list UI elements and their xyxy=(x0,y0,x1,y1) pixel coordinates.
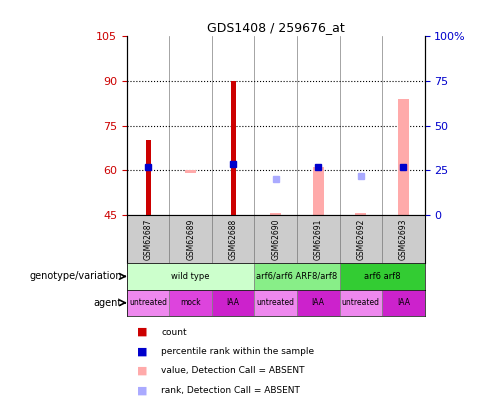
Text: IAA: IAA xyxy=(312,298,325,307)
Bar xyxy=(340,263,425,290)
Bar xyxy=(313,167,324,215)
Bar xyxy=(340,215,382,263)
Bar xyxy=(270,213,281,215)
Text: arf6/arf6 ARF8/arf8: arf6/arf6 ARF8/arf8 xyxy=(256,272,338,281)
Bar xyxy=(212,215,254,263)
Text: mock: mock xyxy=(181,298,201,307)
Text: genotype/variation: genotype/variation xyxy=(29,271,122,281)
Bar xyxy=(185,170,196,173)
Text: ■: ■ xyxy=(137,386,147,395)
Text: IAA: IAA xyxy=(397,298,410,307)
Text: value, Detection Call = ABSENT: value, Detection Call = ABSENT xyxy=(161,367,305,375)
Bar xyxy=(254,263,340,290)
Text: arf6 arf8: arf6 arf8 xyxy=(364,272,400,281)
Bar xyxy=(127,263,254,290)
Text: GSM62689: GSM62689 xyxy=(186,218,195,260)
Bar xyxy=(355,213,366,215)
Bar xyxy=(297,215,340,263)
Bar xyxy=(340,290,382,316)
Bar xyxy=(254,290,297,316)
Bar xyxy=(382,215,425,263)
Bar xyxy=(231,81,236,215)
Bar xyxy=(127,290,169,316)
Bar xyxy=(297,290,340,316)
Text: GSM62690: GSM62690 xyxy=(271,218,280,260)
Text: agent: agent xyxy=(94,298,122,308)
Text: ■: ■ xyxy=(137,366,147,376)
Text: untreated: untreated xyxy=(342,298,380,307)
Text: ■: ■ xyxy=(137,327,147,337)
Text: IAA: IAA xyxy=(227,298,240,307)
Bar xyxy=(254,215,297,263)
Text: untreated: untreated xyxy=(257,298,295,307)
Text: GSM62691: GSM62691 xyxy=(314,218,323,260)
Text: untreated: untreated xyxy=(129,298,167,307)
Text: GSM62693: GSM62693 xyxy=(399,218,408,260)
Bar xyxy=(398,99,408,215)
Bar xyxy=(382,290,425,316)
Bar xyxy=(127,215,169,263)
Bar xyxy=(169,290,212,316)
Title: GDS1408 / 259676_at: GDS1408 / 259676_at xyxy=(207,21,345,34)
Bar xyxy=(212,290,254,316)
Text: GSM62687: GSM62687 xyxy=(143,218,153,260)
Text: GSM62692: GSM62692 xyxy=(356,218,366,260)
Bar xyxy=(169,215,212,263)
Text: GSM62688: GSM62688 xyxy=(229,218,238,260)
Text: count: count xyxy=(161,328,187,337)
Text: percentile rank within the sample: percentile rank within the sample xyxy=(161,347,314,356)
Text: wild type: wild type xyxy=(171,272,210,281)
Text: rank, Detection Call = ABSENT: rank, Detection Call = ABSENT xyxy=(161,386,300,395)
Text: ■: ■ xyxy=(137,347,147,356)
Bar xyxy=(145,141,151,215)
